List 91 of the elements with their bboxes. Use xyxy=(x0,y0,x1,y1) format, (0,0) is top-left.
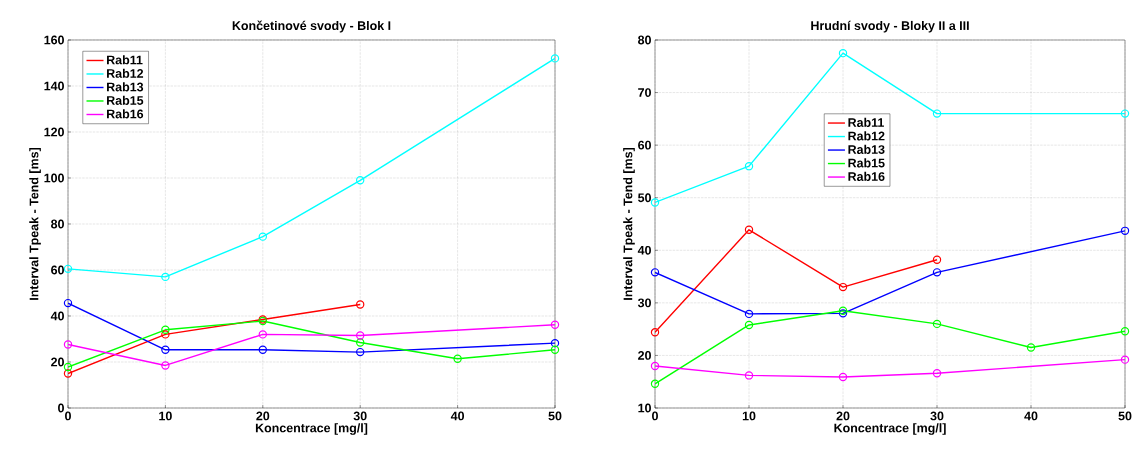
y-tick-label: 0 xyxy=(58,403,64,413)
x-tick-label: 30 xyxy=(353,411,367,421)
legend-label: Rab12 xyxy=(107,68,144,78)
point xyxy=(356,338,365,347)
legend-label: Rab11 xyxy=(107,55,143,65)
legend-label: Rab12 xyxy=(848,131,885,141)
legend-label: Rab15 xyxy=(848,158,885,168)
x-tick-label: 0 xyxy=(652,411,658,421)
x-tick-label: 40 xyxy=(450,411,465,421)
legend-label: Rab15 xyxy=(107,95,144,105)
point xyxy=(550,54,560,63)
point xyxy=(650,198,660,207)
point xyxy=(1120,327,1130,336)
x-tick-label: 10 xyxy=(742,411,756,421)
point xyxy=(550,338,560,348)
point xyxy=(63,369,73,378)
point xyxy=(356,347,365,357)
point xyxy=(650,328,660,337)
point xyxy=(932,369,942,378)
point xyxy=(932,268,942,277)
y-tick-label: 120 xyxy=(44,127,64,137)
x-tick-label: 0 xyxy=(65,411,71,421)
y-axis-title: Interval Tpeak - Tend [ms] xyxy=(29,148,41,300)
y-tick-label: 50 xyxy=(638,193,651,203)
chart-title: Hrudní svody - Bloky II a III xyxy=(811,20,969,33)
point xyxy=(650,379,660,389)
x-tick-label: 50 xyxy=(1118,411,1132,421)
y-tick-label: 100 xyxy=(44,173,64,183)
point xyxy=(1120,226,1130,236)
point xyxy=(356,331,365,340)
point xyxy=(161,272,170,282)
point xyxy=(838,48,848,58)
point xyxy=(453,354,462,363)
y-axis-title: Interval Tpeak - Tend [ms] xyxy=(623,148,635,300)
y-tick-label: 30 xyxy=(637,298,651,308)
point xyxy=(744,225,754,234)
y-tick-label: 40 xyxy=(50,311,64,321)
point xyxy=(63,264,73,274)
point xyxy=(650,361,660,371)
point xyxy=(744,371,754,380)
point xyxy=(1026,343,1036,352)
y-tick-label: 20 xyxy=(638,351,651,360)
point xyxy=(744,309,754,319)
point xyxy=(161,325,170,334)
point xyxy=(63,362,73,372)
point xyxy=(932,109,942,118)
point xyxy=(63,340,73,349)
legend-label: Rab13 xyxy=(848,144,885,154)
y-tick-label: 40 xyxy=(637,245,651,255)
y-tick-label: 80 xyxy=(51,219,64,229)
point xyxy=(838,282,848,292)
x-tick-label: 20 xyxy=(836,411,850,421)
point xyxy=(1120,109,1130,118)
point xyxy=(932,319,942,329)
y-tick-label: 60 xyxy=(638,140,651,150)
legend-label: Rab16 xyxy=(848,171,885,181)
point xyxy=(258,330,267,339)
x-tick-label: 10 xyxy=(159,411,172,421)
legend-label: Rab11 xyxy=(848,117,884,127)
y-tick-label: 80 xyxy=(638,35,651,45)
x-tick-label: 20 xyxy=(256,411,270,421)
point xyxy=(356,300,365,309)
point xyxy=(838,372,848,382)
point xyxy=(356,176,365,185)
point xyxy=(550,345,560,355)
point xyxy=(1120,355,1130,364)
y-tick-label: 60 xyxy=(51,265,64,275)
point xyxy=(932,255,942,264)
legend-label: Rab13 xyxy=(107,82,144,92)
point xyxy=(258,232,267,241)
y-tick-label: 160 xyxy=(44,35,64,45)
chart-title: Končetinové svody - Blok I xyxy=(232,20,391,33)
point xyxy=(161,330,170,339)
y-tick-label: 140 xyxy=(44,81,64,91)
point xyxy=(550,320,560,329)
x-axis-title: Koncentrace [mg/l] xyxy=(255,423,368,435)
legend-label: Rab16 xyxy=(107,109,144,119)
point xyxy=(744,320,754,330)
y-tick-label: 70 xyxy=(638,88,651,97)
x-axis-title: Koncentrace [mg/l] xyxy=(834,423,946,435)
x-tick-label: 40 xyxy=(1024,411,1038,421)
x-tick-label: 30 xyxy=(930,411,944,421)
y-tick-label: 10 xyxy=(638,403,651,413)
point xyxy=(161,345,170,355)
point xyxy=(258,345,267,355)
y-tick-label: 20 xyxy=(51,357,64,367)
point xyxy=(650,268,660,277)
point xyxy=(161,361,170,370)
point xyxy=(63,298,73,308)
point xyxy=(744,161,754,171)
x-tick-label: 50 xyxy=(548,411,562,421)
